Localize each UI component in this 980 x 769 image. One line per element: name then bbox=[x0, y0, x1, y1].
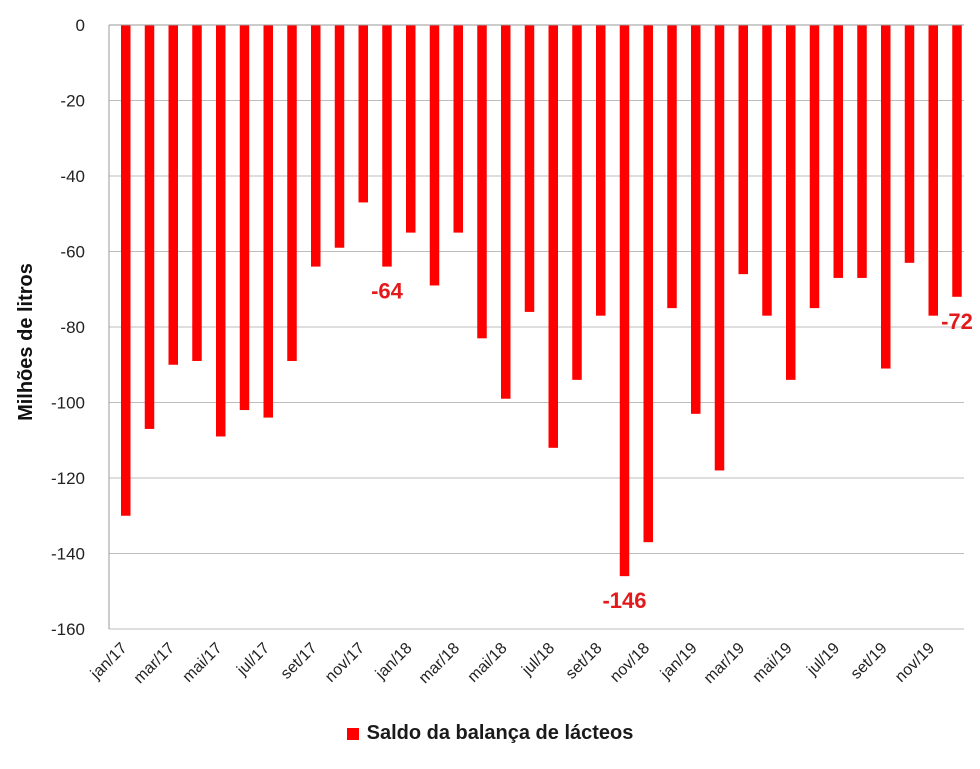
bar bbox=[168, 25, 178, 365]
bar bbox=[714, 25, 725, 471]
bar bbox=[548, 25, 558, 448]
bar bbox=[667, 25, 677, 309]
x-tick-label: jan/19 bbox=[657, 640, 701, 684]
bar bbox=[809, 25, 820, 309]
bar bbox=[121, 25, 131, 516]
bar bbox=[857, 25, 867, 278]
x-tick-label: mai/17 bbox=[180, 640, 226, 686]
bar bbox=[192, 25, 202, 361]
bar bbox=[287, 25, 297, 361]
y-tick-label: -20 bbox=[60, 92, 85, 111]
bar bbox=[619, 25, 630, 577]
bar bbox=[643, 25, 653, 543]
bar bbox=[596, 25, 606, 316]
y-tick-label: -100 bbox=[51, 394, 85, 413]
y-tick-label: -120 bbox=[51, 469, 85, 488]
x-tick-label: mar/19 bbox=[701, 640, 748, 687]
bar bbox=[501, 25, 511, 399]
bar bbox=[429, 25, 440, 286]
bar bbox=[738, 25, 748, 275]
bar bbox=[453, 25, 463, 233]
x-tick-label: nov/19 bbox=[892, 640, 938, 686]
bar bbox=[263, 25, 273, 418]
legend: Saldo da balança de lácteos bbox=[0, 722, 980, 745]
x-tick-label: mai/19 bbox=[750, 640, 796, 686]
x-tick-label: jul/19 bbox=[803, 640, 843, 680]
x-tick-label: jan/18 bbox=[372, 640, 416, 684]
bar bbox=[762, 25, 772, 316]
bar bbox=[691, 25, 701, 414]
gridlines bbox=[109, 100, 964, 630]
y-tick-label: -80 bbox=[60, 318, 85, 337]
y-tick-label: -140 bbox=[51, 545, 85, 564]
bar bbox=[904, 25, 915, 263]
y-tick-label: -60 bbox=[60, 243, 85, 262]
legend-label: Saldo da balança de lácteos bbox=[366, 722, 634, 744]
x-tick-label: nov/18 bbox=[607, 640, 653, 686]
x-tick-label: jul/17 bbox=[233, 640, 273, 680]
bar bbox=[952, 25, 962, 297]
bar bbox=[477, 25, 487, 339]
x-tick-label: set/18 bbox=[563, 640, 606, 683]
bar bbox=[144, 25, 155, 429]
x-tick-label: nov/17 bbox=[322, 640, 368, 686]
data-label: -146 bbox=[602, 588, 646, 613]
x-tick-label: set/17 bbox=[278, 640, 321, 683]
x-tick-label: mai/18 bbox=[465, 640, 511, 686]
y-tick-label: 0 bbox=[76, 16, 85, 35]
bar bbox=[928, 25, 938, 316]
x-tick-label: jul/18 bbox=[518, 640, 558, 680]
bar bbox=[216, 25, 226, 437]
y-axis-title: Milhões de litros bbox=[15, 263, 37, 421]
bar bbox=[524, 25, 535, 312]
bar bbox=[881, 25, 891, 369]
x-tick-label: mar/17 bbox=[131, 640, 178, 687]
bar bbox=[572, 25, 582, 380]
bar bbox=[311, 25, 321, 267]
data-label: -64 bbox=[371, 279, 404, 304]
x-tick-label: set/19 bbox=[848, 640, 891, 683]
y-tick-label: -40 bbox=[60, 167, 85, 186]
bars bbox=[121, 25, 962, 577]
bar bbox=[786, 25, 796, 380]
bar bbox=[334, 25, 345, 248]
x-tick-label: mar/18 bbox=[416, 640, 463, 687]
x-tick-label: jan/17 bbox=[87, 640, 131, 684]
axes bbox=[108, 24, 964, 629]
bar bbox=[239, 25, 250, 411]
bar bbox=[358, 25, 368, 203]
bar bbox=[382, 25, 392, 267]
bar bbox=[406, 25, 416, 233]
bar bbox=[833, 25, 843, 278]
y-tick-label: -160 bbox=[51, 620, 85, 639]
data-label: -72 bbox=[941, 309, 973, 334]
legend-swatch bbox=[346, 727, 359, 740]
